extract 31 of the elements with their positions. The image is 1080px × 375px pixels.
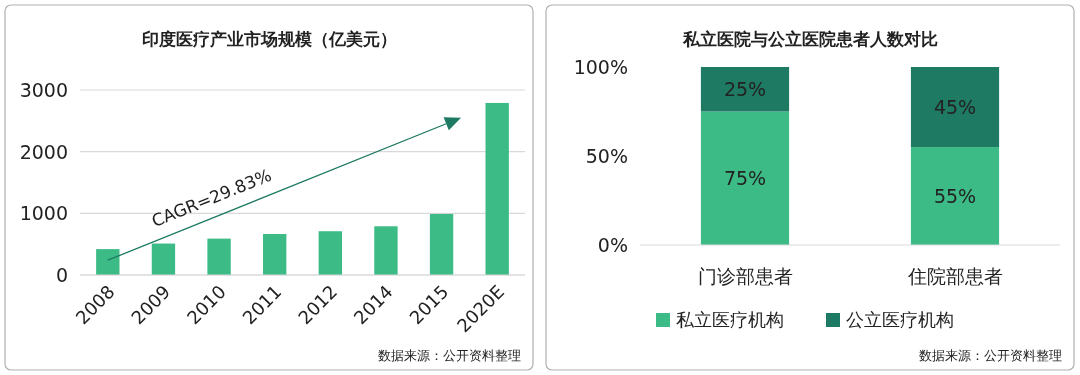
data-label: 25% (723, 78, 767, 101)
bar (910, 147, 1000, 245)
bar (207, 238, 231, 275)
bar (263, 233, 287, 275)
y-tick-label: 0 (55, 264, 68, 286)
bar (429, 213, 454, 275)
chart-title: 印度医疗产业市场规模（亿美元） (141, 29, 397, 49)
bar (910, 67, 1000, 148)
legend-label: 公立医疗机构 (846, 309, 954, 330)
data-label: 45% (933, 96, 977, 119)
bar (700, 67, 790, 112)
source-note: 数据来源：公开资料整理 (919, 348, 1062, 363)
bar (151, 243, 176, 275)
y-tick-label: 50% (585, 145, 628, 167)
legend-label: 私立医疗机构 (676, 309, 784, 330)
chart-title: 私立医院与公立医院患者人数对比 (681, 29, 938, 49)
y-tick-label: 0% (597, 234, 628, 256)
source-note: 数据来源：公开资料整理 (378, 348, 521, 363)
y-tick-label: 1000 (19, 202, 68, 225)
bar (374, 226, 398, 275)
bar (318, 231, 342, 275)
data-label: 75% (723, 167, 767, 190)
bar (485, 102, 509, 275)
bar (700, 111, 790, 245)
y-tick-label: 3000 (19, 79, 68, 101)
data-label: 55% (933, 185, 977, 208)
y-tick-label: 2000 (19, 140, 68, 163)
y-tick-label: 100% (573, 56, 628, 78)
bar (96, 249, 120, 275)
x-tick-label: 住院部患者 (906, 265, 1003, 287)
x-tick-label: 门诊部患者 (697, 265, 793, 287)
